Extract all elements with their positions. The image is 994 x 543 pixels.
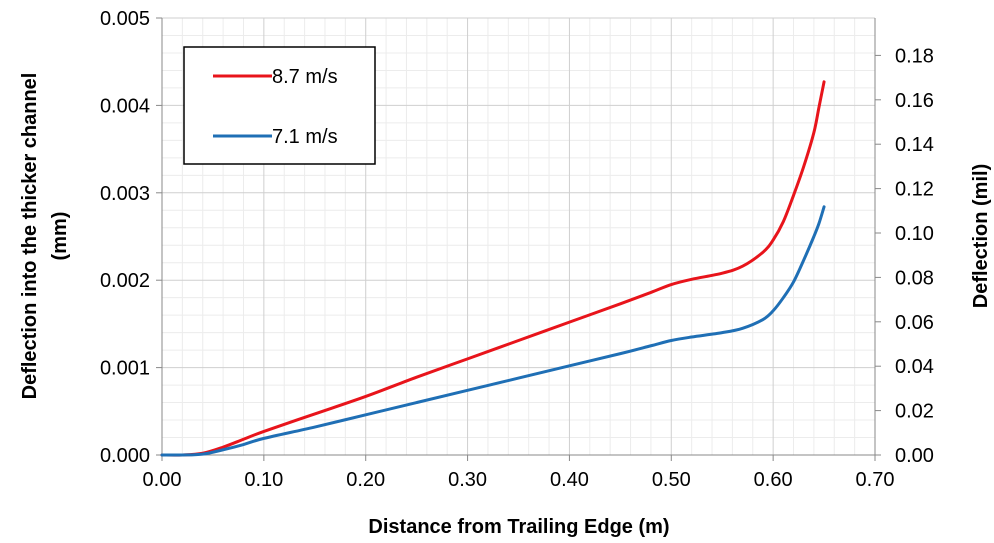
legend: 8.7 m/s 7.1 m/s — [183, 46, 376, 165]
y2-axis-title: Deflection (mil) — [970, 164, 992, 308]
x-axis-title: Distance from Trailing Edge (m) — [368, 516, 669, 538]
y2-tick-label: 0.04 — [895, 356, 934, 378]
y-axis-title-line-2: (mm) — [49, 212, 71, 261]
y2-tick-label: 0.12 — [895, 179, 934, 201]
series-line-8-7-m-s — [160, 80, 826, 457]
y2-tick-label: 0.16 — [895, 90, 934, 112]
x-tick-label: 0.60 — [754, 469, 793, 491]
y2-tick-label: 0.06 — [895, 312, 934, 334]
x-tick-label: 0.50 — [652, 469, 691, 491]
y2-tick-label: 0.08 — [895, 267, 934, 289]
series-line-7-1-m-s — [160, 205, 826, 457]
x-tick-label: 0.20 — [346, 469, 385, 491]
y2-tick-label: 0.00 — [895, 445, 934, 467]
series-lines — [160, 80, 826, 457]
y2-tick-label: 0.02 — [895, 401, 934, 423]
y2-tick-label: 0.18 — [895, 45, 934, 67]
legend-label-7-1: 7.1 m/s — [272, 126, 338, 148]
axes — [156, 17, 881, 461]
y-tick-label: 0.000 — [100, 445, 150, 467]
x-tick-label: 0.30 — [448, 469, 487, 491]
y-tick-label: 0.002 — [100, 270, 150, 292]
y-axis-title: Deflection into the thicker channel (mm) — [19, 73, 71, 400]
x-tick-label: 0.40 — [550, 469, 589, 491]
y-axis-title-line-1: Deflection into the thicker channel — [19, 73, 41, 400]
y2-tick-label: 0.10 — [895, 223, 934, 245]
x-tick-label: 0.10 — [244, 469, 283, 491]
y-tick-label: 0.001 — [100, 358, 150, 380]
tick-labels: 0.00 0.10 0.20 0.30 0.40 0.50 0.60 0.700.0000.0… — [100, 8, 934, 491]
y-tick-label: 0.005 — [100, 8, 150, 30]
y2-tick-label: 0.14 — [895, 134, 934, 156]
legend-label-8-7: 8.7 m/s — [272, 66, 338, 88]
legend-box — [183, 46, 376, 165]
y2-axis-title-text: Deflection (mil) — [970, 164, 992, 308]
y-tick-label: 0.004 — [100, 95, 150, 117]
x-tick-label: 0.70 — [856, 469, 895, 491]
x-tick-label: 0.00 — [143, 469, 182, 491]
y-tick-label: 0.003 — [100, 183, 150, 205]
